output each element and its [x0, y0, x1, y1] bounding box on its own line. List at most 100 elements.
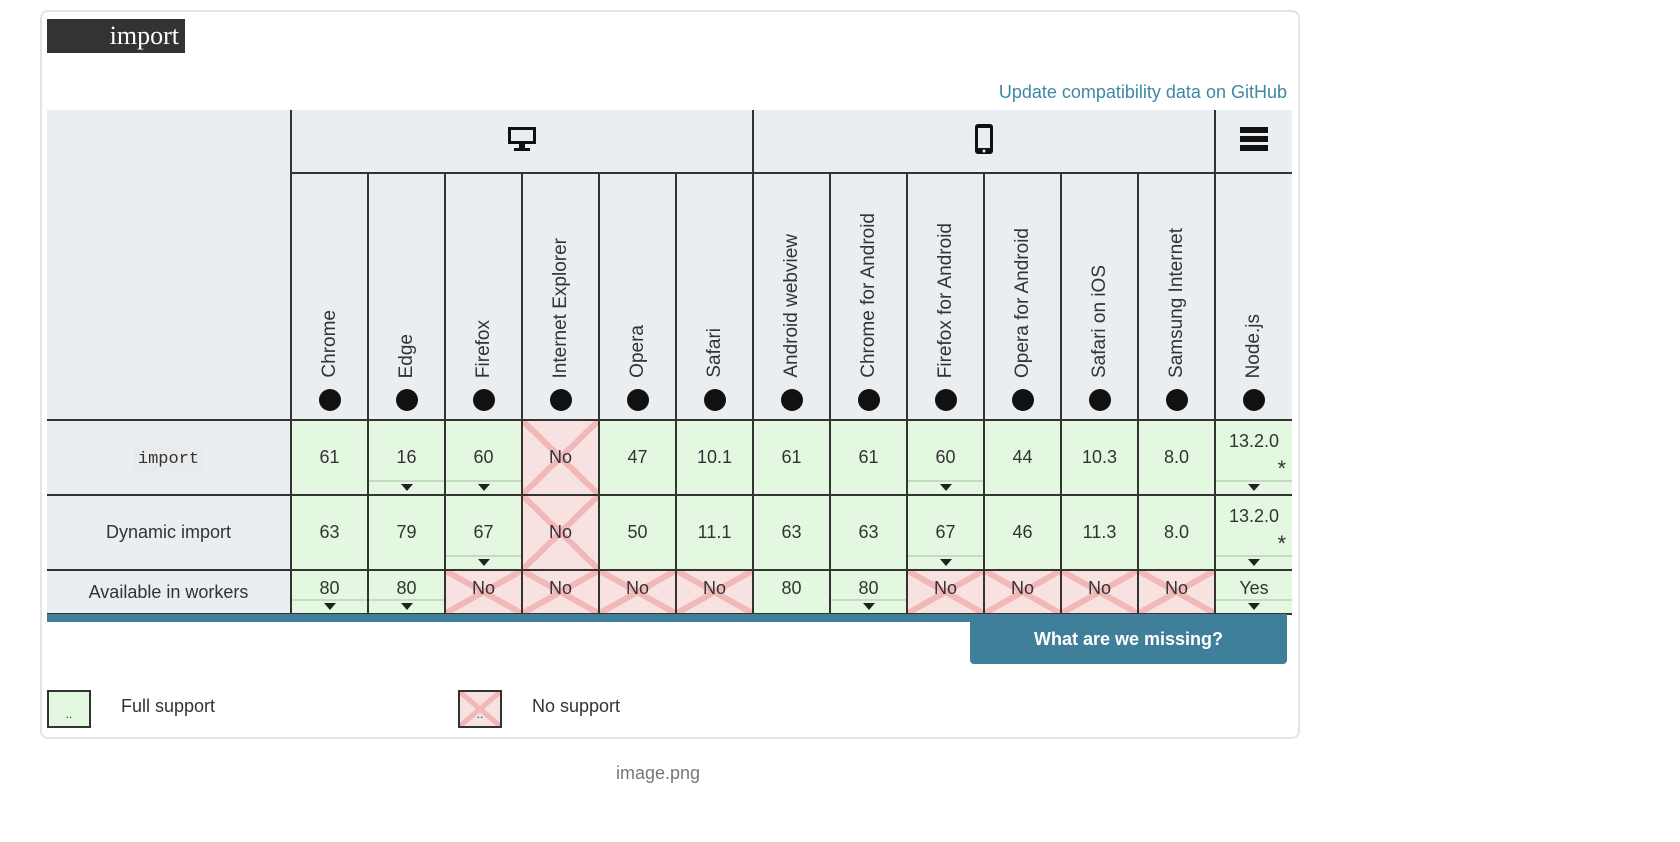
page-title: import: [47, 19, 185, 53]
support-cell: No: [598, 569, 677, 615]
nodejs-icon: [1243, 389, 1265, 411]
github-update-link[interactable]: Update compatibility data on GitHub: [998, 82, 1287, 102]
support-cell: No: [983, 569, 1062, 615]
compat-table: Chrome Edge Firefox Internet Explorer Opera S…: [47, 110, 1292, 615]
browser-header: Safari on iOS: [1060, 172, 1139, 421]
support-cell: 46: [983, 494, 1062, 571]
support-cell[interactable]: 80: [290, 569, 369, 615]
safari-icon: [703, 389, 726, 411]
support-cell[interactable]: 13.2.0 *: [1214, 494, 1292, 571]
browser-header: Chrome: [290, 172, 369, 421]
platform-mobile: [752, 110, 1216, 174]
safari-icon: [1088, 389, 1111, 411]
opera-icon: [626, 389, 649, 411]
support-cell[interactable]: Yes: [1214, 569, 1292, 615]
support-cell: No: [906, 569, 985, 615]
notes-toggle-icon[interactable]: [1216, 599, 1292, 613]
flag-marker: *: [1277, 531, 1286, 556]
support-cell[interactable]: 60: [906, 419, 985, 496]
samsung-internet-icon: [1165, 389, 1188, 411]
android-icon: [780, 389, 803, 411]
browser-header: Internet Explorer: [521, 172, 600, 421]
support-cell: 63: [829, 494, 908, 571]
edge-icon: [395, 389, 418, 411]
table-row: Available in workers 80 80 No No No No 80 80 No No…: [47, 569, 1292, 615]
platform-desktop: [290, 110, 754, 174]
browser-header: Firefox for Android: [906, 172, 985, 421]
feature-name: import: [47, 419, 292, 496]
opera-icon: [1011, 389, 1034, 411]
support-cell: No: [521, 419, 600, 496]
support-cell: 79: [367, 494, 446, 571]
support-cell: No: [675, 569, 754, 615]
what-are-we-missing-button[interactable]: What are we missing?: [970, 614, 1287, 664]
support-cell: 61: [752, 419, 831, 496]
support-cell[interactable]: 67: [906, 494, 985, 571]
notes-toggle-icon[interactable]: [831, 599, 906, 613]
notes-toggle-icon[interactable]: [1216, 555, 1292, 569]
feature-name: Available in workers: [47, 569, 292, 615]
support-cell: 8.0: [1137, 494, 1216, 571]
support-cell: 10.3: [1060, 419, 1139, 496]
legend-none-label: No support: [532, 696, 621, 716]
notes-toggle-icon[interactable]: [446, 555, 521, 569]
browser-header: Samsung Internet: [1137, 172, 1216, 421]
notes-toggle-icon[interactable]: [369, 480, 444, 494]
firefox-icon: [472, 389, 495, 411]
support-cell: 44: [983, 419, 1062, 496]
support-cell: 11.1: [675, 494, 754, 571]
support-cell[interactable]: 16: [367, 419, 446, 496]
legend-full-label: Full support: [121, 696, 216, 716]
notes-toggle-icon[interactable]: [292, 599, 367, 613]
notes-toggle-icon[interactable]: [908, 555, 983, 569]
support-cell: 63: [752, 494, 831, 571]
ie-icon: [549, 389, 572, 411]
support-cell: No: [1137, 569, 1216, 615]
platform-server: [1214, 110, 1292, 174]
table-row: Dynamic import 63 79 67 No 50 11.1 63 63 67 46 11.3…: [47, 494, 1292, 571]
support-cell[interactable]: 67: [444, 494, 523, 571]
browser-header: Safari: [675, 172, 754, 421]
feature-name: Dynamic import: [47, 494, 292, 571]
image-caption: image.png: [616, 763, 701, 783]
support-cell[interactable]: 80: [829, 569, 908, 615]
browser-header: Chrome for Android: [829, 172, 908, 421]
browser-header: Opera for Android: [983, 172, 1062, 421]
table-bottom-bar: [47, 614, 1287, 622]
browser-header: Opera: [598, 172, 677, 421]
server-icon: [1239, 126, 1269, 156]
support-cell: 63: [290, 494, 369, 571]
table-row: import 61 16 60 No 47 10.1 61 61 60 44 10.3 8.0 13.2.…: [47, 419, 1292, 496]
notes-toggle-icon[interactable]: [1216, 480, 1292, 494]
support-cell: 8.0: [1137, 419, 1216, 496]
support-cell: 80: [752, 569, 831, 615]
support-cell: No: [521, 494, 600, 571]
mobile-icon: [974, 123, 994, 159]
support-cell: 61: [290, 419, 369, 496]
support-cell: 10.1: [675, 419, 754, 496]
support-cell: No: [1060, 569, 1139, 615]
legend-full-swatch: ..: [47, 690, 91, 728]
browser-header: Node.js: [1214, 172, 1292, 421]
support-cell: No: [444, 569, 523, 615]
browser-header: Firefox: [444, 172, 523, 421]
support-cell: 11.3: [1060, 494, 1139, 571]
support-cell: No: [521, 569, 600, 615]
desktop-icon: [507, 126, 537, 156]
support-cell[interactable]: 60: [444, 419, 523, 496]
notes-toggle-icon[interactable]: [369, 599, 444, 613]
notes-toggle-icon[interactable]: [446, 480, 521, 494]
chrome-icon: [857, 389, 880, 411]
support-cell: 47: [598, 419, 677, 496]
flag-marker: *: [1277, 456, 1286, 481]
support-cell: 61: [829, 419, 908, 496]
browser-header: Edge: [367, 172, 446, 421]
compat-card: [40, 10, 1300, 739]
browser-header: Android webview: [752, 172, 831, 421]
support-cell[interactable]: 13.2.0 *: [1214, 419, 1292, 496]
notes-toggle-icon[interactable]: [908, 480, 983, 494]
legend-none-swatch: ..: [458, 690, 502, 728]
feature-header: [47, 110, 292, 421]
support-cell: 50: [598, 494, 677, 571]
support-cell[interactable]: 80: [367, 569, 446, 615]
